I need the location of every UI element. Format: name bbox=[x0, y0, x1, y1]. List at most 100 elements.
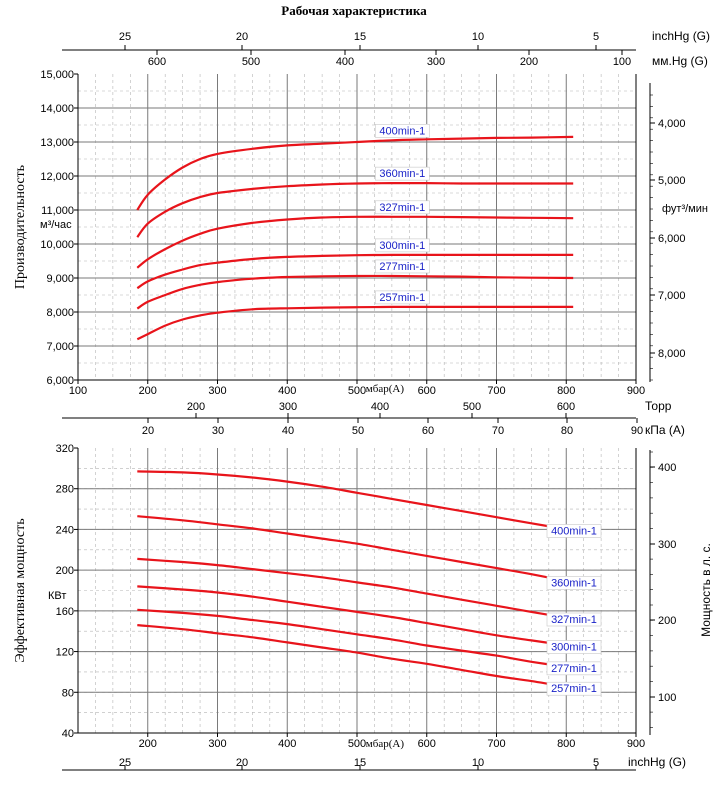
y-tick-label: 240 bbox=[56, 524, 74, 536]
series-label-257min-1: 257min-1 bbox=[375, 290, 430, 305]
series-label-300min-1: 300min-1 bbox=[375, 238, 430, 253]
y-tick-label: 13,000 bbox=[40, 137, 74, 149]
series-line-277min-1 bbox=[137, 608, 574, 669]
series-label-257min-1: 257min-1 bbox=[546, 681, 602, 696]
series-label-text: 277min-1 bbox=[551, 663, 597, 675]
series-label-box bbox=[375, 166, 430, 181]
mmhg-top-axis-tick-label: 500 bbox=[242, 56, 260, 68]
series-line-327min-1 bbox=[136, 215, 574, 269]
torr-axis-label: Торр bbox=[645, 399, 672, 413]
torr-axis-tick-label: 500 bbox=[463, 401, 481, 413]
mmhg-top-axis-tick-label: 100 bbox=[613, 56, 631, 68]
series-line-257min-1 bbox=[136, 305, 574, 341]
series-label-277min-1: 277min-1 bbox=[375, 259, 430, 274]
x-tick-label: 800 bbox=[557, 738, 575, 750]
inchhg-top-axis-tick-label: 25 bbox=[119, 31, 131, 43]
hp-tick-label: 200 bbox=[658, 615, 676, 627]
series-label-box bbox=[546, 640, 602, 654]
hp-tick-label: 400 bbox=[658, 462, 676, 474]
y-tick-label: 280 bbox=[56, 484, 74, 496]
kpa-axis-tick-label: 80 bbox=[561, 425, 573, 437]
cfm-tick-label: 4,000 bbox=[658, 118, 686, 130]
inchhg-bottom-axis-tick-label: 20 bbox=[236, 757, 248, 769]
series-label-360min-1: 360min-1 bbox=[546, 576, 602, 590]
series-label-box bbox=[375, 290, 430, 305]
series-line-277min-1 bbox=[136, 274, 574, 310]
series-label-text: 360min-1 bbox=[379, 168, 425, 180]
x-tick-label: 300 bbox=[208, 385, 226, 397]
series-label-box bbox=[546, 524, 602, 538]
y-tick-label: 15,000 bbox=[40, 69, 74, 81]
series-label-box bbox=[375, 124, 430, 138]
mmhg-top-axis-tick-label: 200 bbox=[520, 56, 538, 68]
x-tick-label: 200 bbox=[139, 738, 157, 750]
x-tick-label: 800 bbox=[557, 385, 575, 397]
cfm-axis-label: фут³/мин bbox=[662, 203, 708, 215]
series-label-text: 400min-1 bbox=[551, 525, 597, 537]
series-line-300min-1 bbox=[137, 585, 574, 648]
series-label-400min-1: 400min-1 bbox=[375, 124, 430, 138]
y-tick-label: 14,000 bbox=[40, 103, 74, 115]
series-label-277min-1: 277min-1 bbox=[546, 661, 602, 676]
series-label-box bbox=[375, 200, 430, 215]
series-line-327min-1 bbox=[137, 557, 574, 621]
kpa-axis-tick-label: 40 bbox=[282, 425, 294, 437]
series-label-text: 257min-1 bbox=[379, 292, 425, 304]
series-line-400min-1 bbox=[136, 135, 574, 211]
kpa-axis-tick-label: 60 bbox=[422, 425, 434, 437]
inchhg-bottom-axis-tick-label: 15 bbox=[354, 757, 366, 769]
y-tick-label: 11,000 bbox=[41, 205, 74, 217]
cfm-tick-label: 6,000 bbox=[658, 233, 686, 245]
x-tick-label: 500 bbox=[348, 738, 366, 750]
kpa-axis-label: кПа (A) bbox=[645, 423, 685, 437]
inchhg-bottom-axis-label: inchHg (G) bbox=[628, 755, 686, 769]
x-tick-label: 300 bbox=[208, 738, 226, 750]
y-tick-label: 200 bbox=[56, 565, 74, 577]
y-tick-label: 6,000 bbox=[46, 375, 74, 387]
x-tick-label: 900 bbox=[627, 385, 645, 397]
inchhg-top-axis-tick-label: 10 bbox=[472, 31, 484, 43]
series-label-text: 400min-1 bbox=[379, 125, 425, 137]
inchhg-bottom-axis-tick-label: 25 bbox=[119, 757, 131, 769]
series-line-360min-1 bbox=[136, 181, 574, 238]
x-tick-label: 200 bbox=[139, 385, 157, 397]
x-axis-label: мбар(A) bbox=[366, 383, 405, 395]
cfm-tick-label: 5,000 bbox=[658, 175, 686, 187]
cfm-tick-label: 7,000 bbox=[658, 290, 686, 302]
y-tick-label: 320 bbox=[56, 443, 74, 455]
kpa-axis-tick-label: 30 bbox=[212, 425, 224, 437]
series-label-text: 257min-1 bbox=[551, 683, 597, 695]
hp-axis-label: Мощность в л. с. bbox=[699, 543, 713, 637]
inchhg-bottom-axis-tick-label: 5 bbox=[593, 757, 599, 769]
series-label-327min-1: 327min-1 bbox=[546, 612, 602, 627]
y-axis-unit: м³/час bbox=[40, 219, 72, 231]
torr-axis-tick-label: 600 bbox=[557, 401, 575, 413]
kpa-axis-tick-label: 90 bbox=[631, 425, 643, 437]
inchhg-top-axis-tick-label: 5 bbox=[593, 31, 599, 43]
mmhg-top-axis-tick-label: 600 bbox=[148, 56, 166, 68]
series-label-box bbox=[546, 661, 602, 676]
series-line-257min-1 bbox=[137, 624, 574, 690]
series-label-text: 360min-1 bbox=[551, 577, 597, 589]
series-label-400min-1: 400min-1 bbox=[546, 524, 602, 538]
kpa-axis-tick-label: 50 bbox=[352, 425, 364, 437]
hp-tick-label: 300 bbox=[658, 539, 676, 551]
series-label-box bbox=[546, 681, 602, 696]
series-label-text: 327min-1 bbox=[379, 202, 425, 214]
x-tick-label: 700 bbox=[487, 385, 505, 397]
series-label-box bbox=[546, 612, 602, 627]
inchhg-top-axis-tick-label: 15 bbox=[354, 31, 366, 43]
y-axis-label: Эффективная мощность bbox=[13, 518, 28, 662]
x-tick-label: 700 bbox=[487, 738, 505, 750]
mmhg-top-axis-tick-label: 400 bbox=[336, 56, 354, 68]
x-tick-label: 100 bbox=[69, 385, 87, 397]
chart-title: Рабочая характеристика bbox=[281, 3, 427, 18]
mmhg-top-axis-label: мм.Hg (G) bbox=[652, 54, 708, 68]
series-label-text: 300min-1 bbox=[551, 641, 597, 653]
x-tick-label: 400 bbox=[278, 385, 296, 397]
y-tick-label: 120 bbox=[56, 647, 74, 659]
y-tick-label: 9,000 bbox=[46, 273, 74, 285]
kpa-axis-tick-label: 20 bbox=[142, 425, 154, 437]
y-tick-label: 80 bbox=[62, 687, 74, 699]
